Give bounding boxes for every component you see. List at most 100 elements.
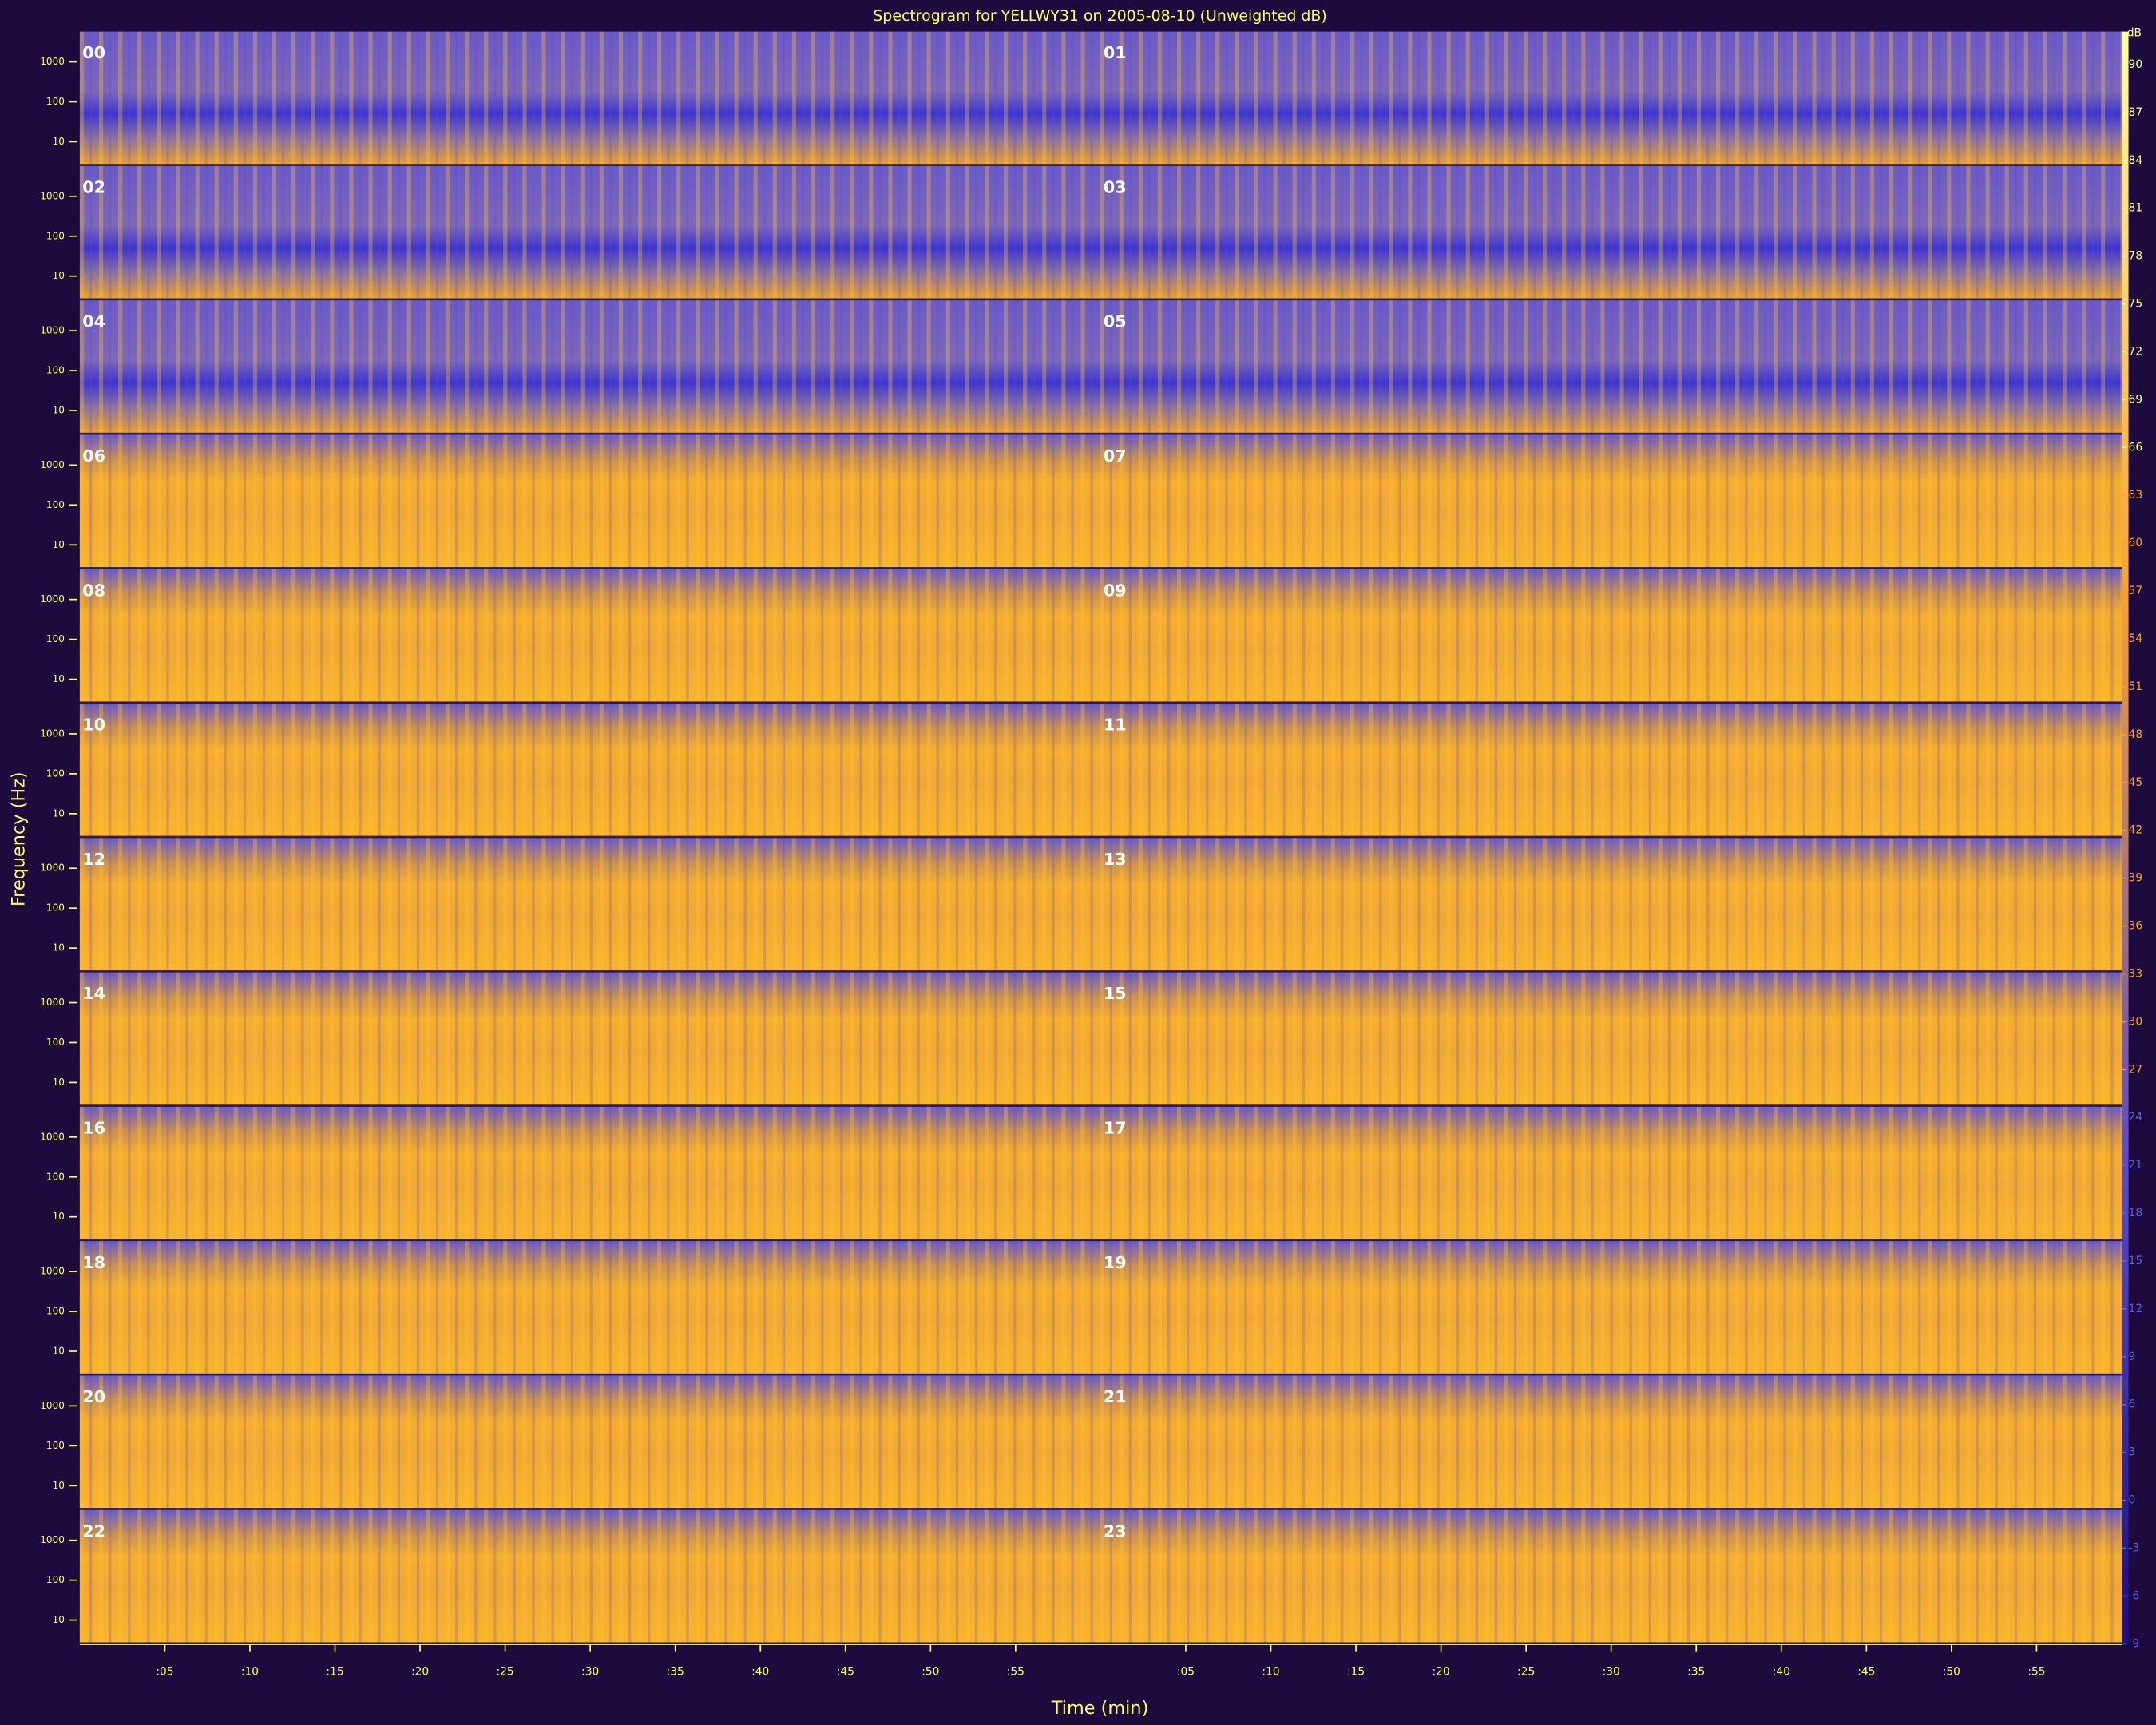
frequency-tick-label: 100: [46, 1440, 65, 1451]
colorbar-tick-label: 63: [2129, 489, 2143, 502]
frequency-tick-label: 10: [53, 1614, 65, 1625]
time-tick-label: :45: [1857, 1666, 1875, 1679]
colorbar-tick-label: 78: [2129, 250, 2143, 263]
colorbar-tick-label: 90: [2129, 58, 2143, 71]
frequency-tick-label: 10: [53, 942, 65, 954]
time-tick-label: :35: [1687, 1666, 1705, 1679]
hour-label: 08: [82, 581, 105, 600]
row-separator: [79, 1642, 2122, 1645]
frequency-tick-label: 1000: [40, 459, 65, 470]
colorbar-tick-label: 36: [2129, 920, 2143, 933]
frequency-tick-label: 10: [53, 1211, 65, 1222]
colorbar-tick-label: 42: [2129, 824, 2143, 837]
time-tick-label: :40: [1773, 1666, 1790, 1679]
time-tick-label: :15: [326, 1666, 343, 1679]
hour-label: 21: [1104, 1387, 1127, 1406]
colorbar-tick-label: 27: [2129, 1063, 2143, 1076]
frequency-tick-label: 1000: [40, 1400, 65, 1411]
colorbar-tick-label: 6: [2129, 1398, 2136, 1411]
hour-label: 17: [1104, 1118, 1127, 1137]
frequency-tick-label: 10: [53, 404, 65, 415]
colorbar: [2121, 31, 2129, 1644]
row-separator: [79, 835, 2122, 839]
frequency-tick-label: 1000: [40, 190, 65, 201]
frequency-tick-label: 100: [46, 767, 65, 779]
frequency-tick-label: 1000: [40, 325, 65, 336]
time-tick-label: :20: [411, 1666, 429, 1679]
time-tick-label: :25: [1517, 1666, 1535, 1679]
row-separator: [79, 1508, 2122, 1510]
frequency-tick-label: 100: [46, 1306, 65, 1317]
hour-label: 14: [82, 984, 105, 1003]
frequency-tick-label: 100: [46, 902, 65, 914]
colorbar-tick-label: 24: [2129, 1111, 2143, 1124]
colorbar-tick-label: 33: [2129, 967, 2143, 980]
colorbar-tick-label: 15: [2129, 1255, 2143, 1267]
frequency-tick-label: 10: [53, 807, 65, 819]
time-tick-label: :55: [2027, 1666, 2045, 1679]
frequency-tick-label: 10: [53, 1345, 65, 1356]
colorbar-tick-label: 84: [2129, 154, 2143, 167]
hour-label: 15: [1104, 984, 1127, 1003]
row-separator: [79, 701, 2122, 704]
frequency-tick-label: 100: [46, 96, 65, 107]
colorbar-tick-label: 18: [2129, 1207, 2143, 1219]
colorbar-tick-label: 75: [2129, 298, 2143, 311]
hour-label: 12: [82, 850, 105, 869]
frequency-tick-label: 100: [46, 365, 65, 376]
frequency-tick-label: 10: [53, 136, 65, 147]
hour-label: 03: [1104, 177, 1127, 196]
frequency-tick-label: 1000: [40, 593, 65, 605]
colorbar-tick-label: 69: [2129, 393, 2143, 406]
colorbar-tick-label: 60: [2129, 537, 2143, 549]
time-tick-label: :50: [1943, 1666, 1960, 1679]
frequency-tick-label: 1000: [40, 862, 65, 874]
colorbar-tick-label: 39: [2129, 872, 2143, 885]
time-tick-label: :25: [497, 1666, 514, 1679]
y-axis-label: Frequency (Hz): [9, 771, 30, 906]
colorbar-tick-label: 21: [2129, 1159, 2143, 1172]
time-tick-label: :30: [1603, 1666, 1620, 1679]
frequency-tick-label: 1000: [40, 728, 65, 739]
colorbar-tick-label: 51: [2129, 680, 2143, 693]
row-separator: [79, 1104, 2122, 1107]
frequency-tick-label: 1000: [40, 1534, 65, 1545]
row-separator: [79, 298, 2122, 301]
time-tick-label: :55: [1007, 1666, 1024, 1679]
row-separator: [79, 567, 2122, 569]
time-tick-label: :15: [1347, 1666, 1365, 1679]
colorbar-tick-label: 12: [2129, 1303, 2143, 1315]
time-tick-label: :45: [837, 1666, 854, 1679]
colorbar-tick-label: -6: [2129, 1589, 2140, 1602]
frequency-tick-label: 100: [46, 633, 65, 644]
spectrogram-texture: [79, 31, 2122, 165]
spectrogram-texture: [79, 165, 2122, 299]
time-tick-label: :30: [581, 1666, 599, 1679]
time-tick-label: :20: [1433, 1666, 1450, 1679]
hour-label: 13: [1104, 850, 1127, 869]
colorbar-tick-label: -3: [2129, 1542, 2140, 1555]
hour-label: 10: [82, 716, 105, 735]
colorbar-tick-label: 48: [2129, 728, 2143, 741]
title: Spectrogram for YELLWY31 on 2005-08-10 (…: [873, 7, 1327, 25]
hour-label: 01: [1104, 43, 1127, 62]
colorbar-tick-label: 87: [2129, 106, 2143, 119]
spectrogram-texture: [79, 704, 2122, 836]
frequency-tick-label: 1000: [40, 997, 65, 1008]
hour-label: 19: [1104, 1253, 1127, 1272]
frequency-tick-label: 100: [46, 230, 65, 241]
hour-label: 00: [82, 43, 105, 62]
hour-label: 18: [82, 1253, 105, 1272]
spectrogram-texture: [79, 838, 2122, 971]
hour-label: 04: [82, 312, 105, 331]
row-separator: [79, 1373, 2122, 1376]
colorbar-unit: dB: [2127, 26, 2142, 39]
frequency-tick-label: 10: [53, 270, 65, 281]
frequency-tick-label: 100: [46, 1037, 65, 1048]
colorbar-tick-label: 3: [2129, 1446, 2136, 1459]
time-tick-label: :05: [1177, 1666, 1195, 1679]
hour-label: 07: [1104, 446, 1127, 466]
colorbar-tick-label: 0: [2129, 1494, 2136, 1507]
hour-label: 16: [82, 1118, 105, 1137]
colorbar-tick-label: 54: [2129, 632, 2143, 645]
